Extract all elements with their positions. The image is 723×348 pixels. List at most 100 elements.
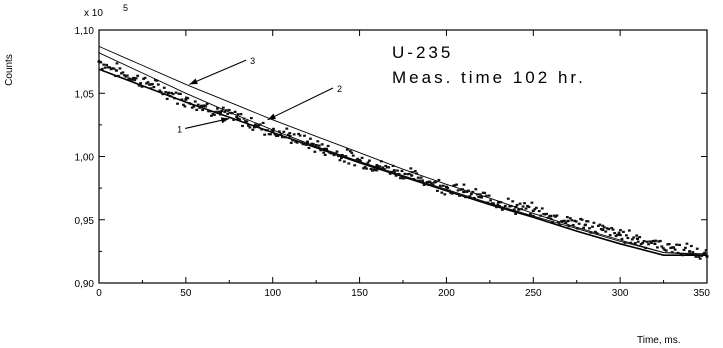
measured-point — [184, 96, 188, 99]
measured-point — [498, 205, 501, 208]
measured-point — [149, 87, 153, 90]
measured-point — [543, 213, 547, 216]
measured-point — [509, 204, 513, 208]
measured-point — [570, 219, 574, 222]
measured-point — [481, 191, 485, 194]
measured-point — [239, 113, 243, 116]
measured-point — [390, 170, 394, 174]
measured-point — [422, 183, 426, 187]
measured-point — [523, 202, 526, 205]
measured-point — [182, 103, 185, 106]
measured-point — [112, 67, 116, 70]
measured-point — [286, 133, 290, 136]
x-tick-label: 350 — [693, 288, 710, 299]
measured-point — [196, 103, 200, 106]
measured-point — [416, 176, 420, 179]
measured-point — [205, 103, 209, 106]
measured-point — [410, 171, 414, 174]
measured-point — [617, 231, 621, 234]
measured-point — [524, 207, 528, 210]
curve-label-1: 1 — [177, 124, 182, 134]
measured-point — [115, 62, 119, 65]
measured-point — [517, 208, 521, 211]
measured-point — [647, 243, 650, 246]
measured-point — [298, 134, 302, 137]
data-point — [253, 123, 257, 127]
measured-point — [527, 205, 531, 209]
measured-point — [691, 251, 695, 254]
measured-point — [608, 234, 612, 237]
measured-point — [171, 92, 175, 96]
measured-point — [585, 220, 588, 223]
curve-arrowhead-2 — [267, 113, 277, 120]
measured-point — [176, 102, 179, 105]
y-tick-label: 1,05 — [75, 89, 95, 100]
measured-point — [273, 133, 277, 136]
measured-point — [230, 112, 234, 115]
measured-point — [329, 152, 333, 155]
measured-point — [667, 243, 671, 246]
measured-point — [280, 136, 284, 139]
annotation-line-1: U-235 — [392, 43, 453, 62]
curve-markers: 1 2 3 — [177, 56, 342, 134]
measured-point — [571, 223, 575, 227]
measured-point — [356, 157, 360, 161]
measured-point — [493, 204, 497, 207]
measured-point — [444, 188, 448, 191]
measured-point — [443, 193, 447, 196]
measured-point — [687, 252, 690, 256]
measured-point — [656, 246, 659, 249]
measured-point — [345, 148, 349, 151]
measured-point — [502, 206, 506, 209]
measured-point — [165, 97, 169, 101]
measured-point — [139, 82, 143, 85]
measured-point — [159, 91, 163, 94]
measured-point — [125, 74, 129, 77]
data-point — [410, 174, 414, 177]
measured-point — [301, 143, 305, 146]
measured-point — [340, 156, 343, 160]
fit-line-1 — [98, 68, 707, 256]
measured-point — [576, 227, 580, 230]
measured-point — [276, 134, 280, 137]
measured-point — [486, 201, 489, 204]
measured-point — [412, 177, 416, 181]
measured-point — [173, 97, 176, 100]
measured-point — [393, 171, 396, 174]
measured-point — [579, 217, 583, 221]
measured-point — [465, 190, 469, 193]
measured-point — [554, 215, 557, 218]
measured-point — [251, 128, 255, 131]
measured-point — [635, 234, 639, 237]
measured-point — [458, 194, 461, 197]
measured-point — [624, 234, 628, 237]
measured-point — [551, 220, 554, 223]
measured-point — [453, 184, 457, 187]
measured-point — [515, 203, 519, 207]
measured-point — [326, 144, 330, 148]
y-multiplier-exp: 5 — [123, 3, 128, 13]
measured-point — [599, 228, 603, 231]
measured-point — [526, 204, 529, 208]
measured-point — [233, 110, 237, 113]
measured-point — [641, 241, 645, 245]
measured-point — [704, 249, 708, 252]
measured-point — [291, 139, 295, 142]
measured-point — [288, 132, 292, 135]
measured-point — [190, 106, 194, 109]
measured-point — [562, 219, 566, 222]
measured-point — [492, 202, 495, 205]
measured-point — [270, 130, 274, 133]
data-point — [531, 209, 535, 213]
measured-point — [626, 236, 630, 240]
measured-point — [375, 169, 379, 172]
measured-point — [669, 246, 673, 250]
measured-point — [440, 191, 444, 194]
measured-point — [514, 212, 518, 215]
measured-point — [540, 207, 544, 210]
curve-arrowhead-1 — [220, 117, 230, 124]
measured-point — [142, 77, 145, 80]
measured-point — [303, 134, 306, 137]
measured-point — [365, 167, 368, 170]
measured-point — [295, 141, 299, 144]
